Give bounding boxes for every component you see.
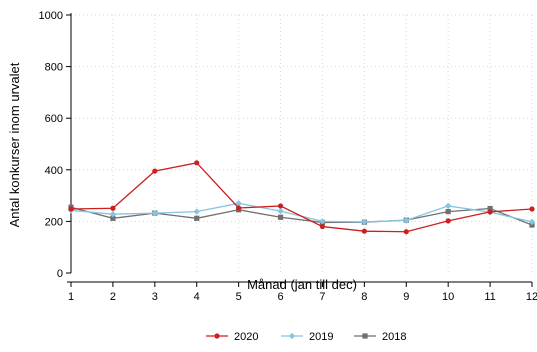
data-point-2019 [319, 218, 326, 225]
y-tick-label: 600 [45, 113, 63, 125]
legend-marker-2018 [362, 333, 368, 339]
data-point-2019 [109, 210, 117, 218]
data-point-2020 [194, 160, 200, 166]
x-tick-label: 11 [484, 291, 495, 303]
series-line-2018 [70, 206, 533, 226]
data-point-2020 [236, 205, 242, 211]
y-tick-label: 800 [45, 62, 63, 74]
x-tick-label: 4 [194, 291, 200, 303]
legend-item-2018: 2018 [354, 331, 406, 343]
data-point-2019 [193, 208, 200, 215]
legend-label-2019: 2019 [309, 331, 333, 343]
data-point-2020 [152, 168, 158, 174]
x-tick-label: 3 [152, 291, 158, 303]
data-point-2020 [487, 209, 493, 215]
data-point-2019 [235, 200, 242, 207]
series-line-2019 [70, 202, 533, 223]
data-point-2020 [445, 218, 451, 224]
x-tick-label: 1 [68, 291, 74, 303]
data-point-2020 [319, 223, 326, 230]
data-point-2019 [528, 218, 536, 226]
data-point-2019 [361, 218, 368, 226]
data-point-2020 [68, 206, 74, 212]
y-axis-label: Antal konkurser inom urvalet [7, 62, 22, 227]
x-tick-label: 8 [361, 291, 367, 303]
data-point-2018 [277, 214, 284, 220]
y-tick-label: 0 [57, 268, 63, 280]
x-tick-label: 2 [110, 291, 116, 303]
legend-item-2020: 2020 [206, 331, 258, 343]
data-point-2020 [277, 203, 284, 209]
data-point-2019 [444, 202, 452, 210]
data-point-2020 [529, 206, 535, 212]
gridlines [71, 14, 533, 273]
series-2020 [68, 160, 535, 235]
y-tick-label: 400 [45, 165, 63, 177]
x-axis-label: Månad (jan till dec) [247, 277, 357, 292]
series-2019 [67, 200, 536, 226]
x-tick-label: 5 [236, 291, 242, 303]
x-tick-label: 9 [403, 291, 409, 303]
data-point-2019 [277, 207, 284, 215]
legend-item-2019: 2019 [281, 331, 333, 343]
x-tick-label: 7 [319, 291, 325, 303]
data-point-2020 [361, 228, 367, 234]
x-tick-label: 12 [526, 291, 537, 303]
y-tick-label: 1000 [39, 10, 63, 22]
data-point-2019 [403, 217, 410, 224]
y-tick-label: 200 [45, 216, 63, 228]
data-point-2018 [445, 208, 451, 215]
legend-label-2018: 2018 [382, 331, 406, 343]
data-point-2018 [194, 215, 200, 221]
data-point-2019 [151, 209, 159, 217]
data-point-2018 [487, 205, 493, 212]
x-tick-label: 10 [442, 291, 454, 303]
data-point-2020 [110, 205, 116, 211]
data-point-2020 [403, 229, 409, 235]
series-line-2020 [70, 162, 533, 233]
data-point-2018 [110, 215, 116, 221]
x-tick-label: 6 [277, 291, 283, 303]
legend-marker-2020 [214, 333, 220, 339]
legend-label-2020: 2020 [234, 331, 258, 343]
legend-marker-2019 [288, 332, 296, 340]
series-group [67, 160, 536, 235]
legend: 2020 2019 2018 [206, 331, 406, 343]
